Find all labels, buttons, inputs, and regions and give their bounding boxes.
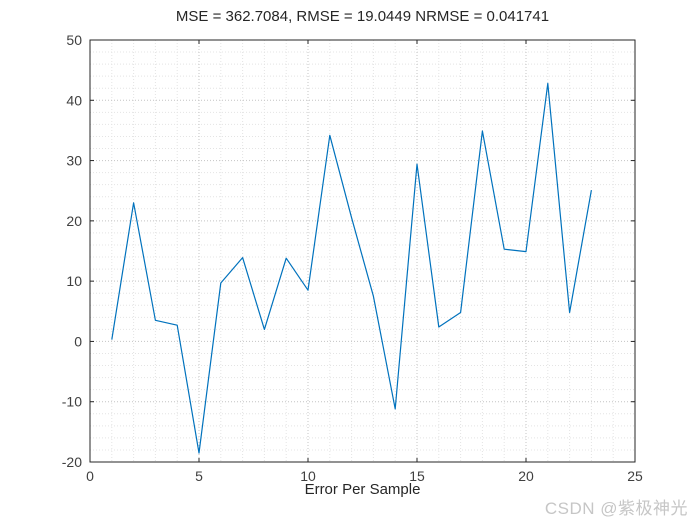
tick-marks <box>89 39 636 463</box>
x-tick-label: 15 <box>409 468 425 484</box>
y-tick-labels: -20 -10 0 10 20 30 40 50 <box>62 32 82 470</box>
x-tick-labels: 0 5 10 15 20 25 <box>86 468 643 484</box>
y-tick-label: -20 <box>62 454 82 470</box>
x-tick-label: 20 <box>518 468 534 484</box>
x-tick-label: 25 <box>627 468 643 484</box>
x-tick-label: 0 <box>86 468 94 484</box>
minor-gridlines <box>90 40 635 462</box>
data-series <box>111 82 592 454</box>
y-tick-label: 40 <box>66 92 82 108</box>
error-line <box>111 82 592 454</box>
y-tick-label: 0 <box>74 333 82 349</box>
y-tick-label: 30 <box>66 153 82 169</box>
axes-box <box>89 39 636 463</box>
x-tick-label: 10 <box>300 468 316 484</box>
watermark: CSDN @紫极神光 <box>544 499 688 518</box>
y-tick-label: 10 <box>66 273 82 289</box>
x-axis-label: Error Per Sample <box>304 481 421 498</box>
y-tick-label: 20 <box>66 213 82 229</box>
chart-title: MSE = 362.7084, RMSE = 19.0449 NRMSE = 0… <box>175 8 550 25</box>
y-tick-label: -10 <box>62 394 82 410</box>
y-tick-label: 50 <box>66 32 82 48</box>
major-gridlines <box>90 40 635 462</box>
x-tick-label: 5 <box>195 468 203 484</box>
